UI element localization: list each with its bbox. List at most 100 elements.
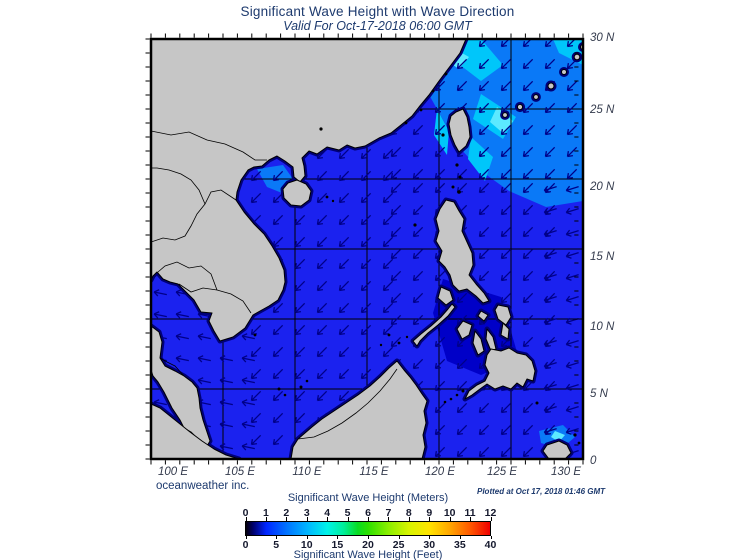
wave-arrow (543, 273, 557, 281)
wave-arrow (382, 302, 394, 314)
wave-arrow (500, 80, 512, 92)
wave-arrow (543, 229, 557, 237)
colorbar-meters-tick-label: 3 (303, 507, 310, 519)
wave-arrow (478, 270, 490, 282)
wave-arrow (272, 214, 284, 226)
wave-arrow (543, 295, 557, 303)
wave-arrow (390, 270, 402, 282)
colorbar-tick (470, 517, 472, 521)
wave-arrow (316, 236, 328, 248)
wave-arrow (382, 192, 394, 204)
colorbar-tick (347, 517, 349, 521)
wave-arrow (456, 80, 468, 92)
wave-arrow (241, 377, 255, 385)
lon-label: 110 E (292, 466, 322, 478)
wave-arrow (175, 333, 189, 341)
wave-arrow (543, 427, 557, 435)
valid-time-subtitle: Valid For Oct-17-2018 06:00 GMT (283, 19, 472, 33)
lat-label: 25 N (590, 104, 615, 116)
wave-arrow (153, 311, 167, 319)
wave-arrow (434, 446, 446, 458)
wave-arrow (543, 207, 557, 215)
frame-ticks (145, 33, 584, 465)
wave-arrow (478, 226, 490, 238)
wave-arrow (543, 383, 557, 391)
wave-arrow (272, 192, 284, 204)
lon-label: 115 E (359, 466, 389, 478)
colorbar-tick (327, 517, 329, 521)
colorbar-tick (408, 517, 410, 521)
wave-arrow (219, 355, 233, 363)
legend-title-meters: Significant Wave Height (Meters) (287, 492, 449, 504)
wave-arrow (543, 361, 557, 369)
wave-arrow (272, 302, 284, 314)
map-frame (149, 37, 585, 461)
wave-arrow (478, 402, 490, 414)
lon-label: 100 E (157, 466, 189, 478)
wave-arrow (434, 146, 446, 158)
wave-arrow (478, 58, 490, 70)
colorbar-meters-tick-label: 2 (283, 507, 290, 519)
wave-arrow (294, 236, 306, 248)
wave-arrow (434, 182, 446, 194)
wave-arrow (382, 170, 394, 182)
wave-arrow (338, 148, 350, 160)
wave-arrow (175, 311, 189, 319)
wave-arrow (294, 390, 306, 402)
wave-arrow (566, 168, 578, 180)
wave-arrow (382, 280, 394, 292)
wave-arrow (522, 80, 534, 92)
wave-arrow (565, 295, 579, 303)
wave-arrow (565, 383, 579, 391)
wave-arrow (360, 214, 372, 226)
wave-arrow (294, 302, 306, 314)
wave-arrow (565, 273, 579, 281)
wave-arrow (294, 280, 306, 292)
wave-arrow (338, 390, 350, 402)
wave-arrow (478, 446, 490, 458)
country-borders (151, 130, 398, 440)
wave-arrow (565, 229, 579, 237)
wave-arrow (412, 358, 424, 370)
wave-arrow (390, 336, 402, 348)
wave-arrow (522, 146, 534, 158)
lon-label: 130 E (550, 466, 582, 478)
wave-arrow (543, 339, 557, 347)
colorbar-tick (398, 536, 400, 539)
wave-arrow (500, 248, 512, 260)
wave-arrow (544, 124, 556, 136)
wave-arrow (522, 182, 534, 194)
wave-arrow (500, 226, 512, 238)
wave-arrow (272, 170, 284, 182)
wave-arrow (434, 270, 446, 282)
wave-arrow (500, 124, 512, 136)
wave-arrow (434, 168, 446, 180)
wave-arrow (522, 168, 534, 180)
lat-label: 20 N (590, 181, 615, 193)
wave-arrow (390, 168, 402, 180)
wave-arrow (360, 192, 372, 204)
wave-arrow (412, 168, 424, 180)
wave-arrow (197, 333, 211, 341)
wave-arrow (316, 324, 328, 336)
wave-arrow (543, 251, 557, 259)
wave-arrow (316, 192, 328, 204)
wave-arrow (250, 368, 262, 380)
wave-arrow (565, 405, 579, 413)
colorbar-meters-tick-label: 5 (344, 507, 351, 519)
wave-arrow (219, 443, 233, 451)
wave-arrow (250, 434, 262, 446)
lon-label: 120 E (424, 466, 456, 478)
wave-arrow (412, 292, 424, 304)
wave-arrow (565, 361, 579, 369)
wave-arrow (543, 185, 557, 193)
wave-arrow (197, 377, 211, 385)
wave-arrow (522, 336, 534, 348)
wave-arrow (241, 443, 255, 451)
wave-arrow (544, 58, 556, 70)
credit-text: oceanweather inc. (156, 480, 250, 492)
wave-arrow (338, 280, 350, 292)
wave-arrow (219, 399, 233, 407)
colorbar-meters-tick-label: 12 (484, 507, 497, 519)
wave-arrow (522, 446, 534, 458)
